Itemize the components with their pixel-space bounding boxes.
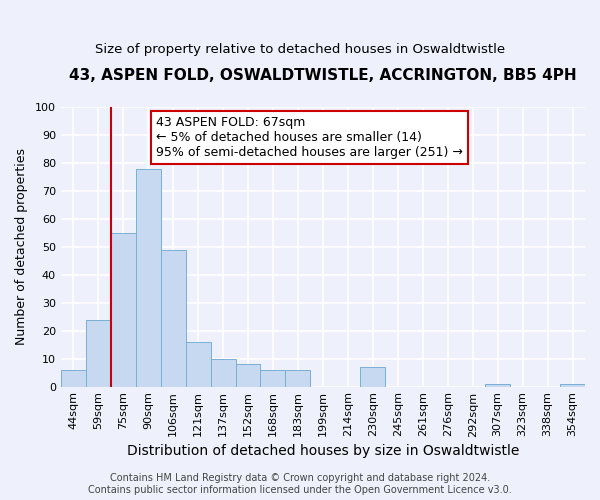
Title: 43, ASPEN FOLD, OSWALDTWISTLE, ACCRINGTON, BB5 4PH: 43, ASPEN FOLD, OSWALDTWISTLE, ACCRINGTO… (69, 68, 577, 82)
Text: Contains HM Land Registry data © Crown copyright and database right 2024.
Contai: Contains HM Land Registry data © Crown c… (88, 474, 512, 495)
Bar (485, 384, 510, 386)
Bar (61, 370, 86, 386)
Text: Size of property relative to detached houses in Oswaldtwistle: Size of property relative to detached ho… (95, 42, 505, 56)
Bar (136, 168, 161, 386)
Bar (286, 370, 310, 386)
Bar (86, 320, 111, 386)
Text: 43 ASPEN FOLD: 67sqm
← 5% of detached houses are smaller (14)
95% of semi-detach: 43 ASPEN FOLD: 67sqm ← 5% of detached ho… (156, 116, 463, 158)
Bar (236, 364, 260, 386)
Bar (161, 250, 185, 386)
Y-axis label: Number of detached properties: Number of detached properties (15, 148, 28, 346)
Bar (260, 370, 286, 386)
Bar (361, 367, 385, 386)
X-axis label: Distribution of detached houses by size in Oswaldtwistle: Distribution of detached houses by size … (127, 444, 519, 458)
Bar (560, 384, 585, 386)
Bar (185, 342, 211, 386)
Bar (211, 358, 236, 386)
Bar (111, 233, 136, 386)
